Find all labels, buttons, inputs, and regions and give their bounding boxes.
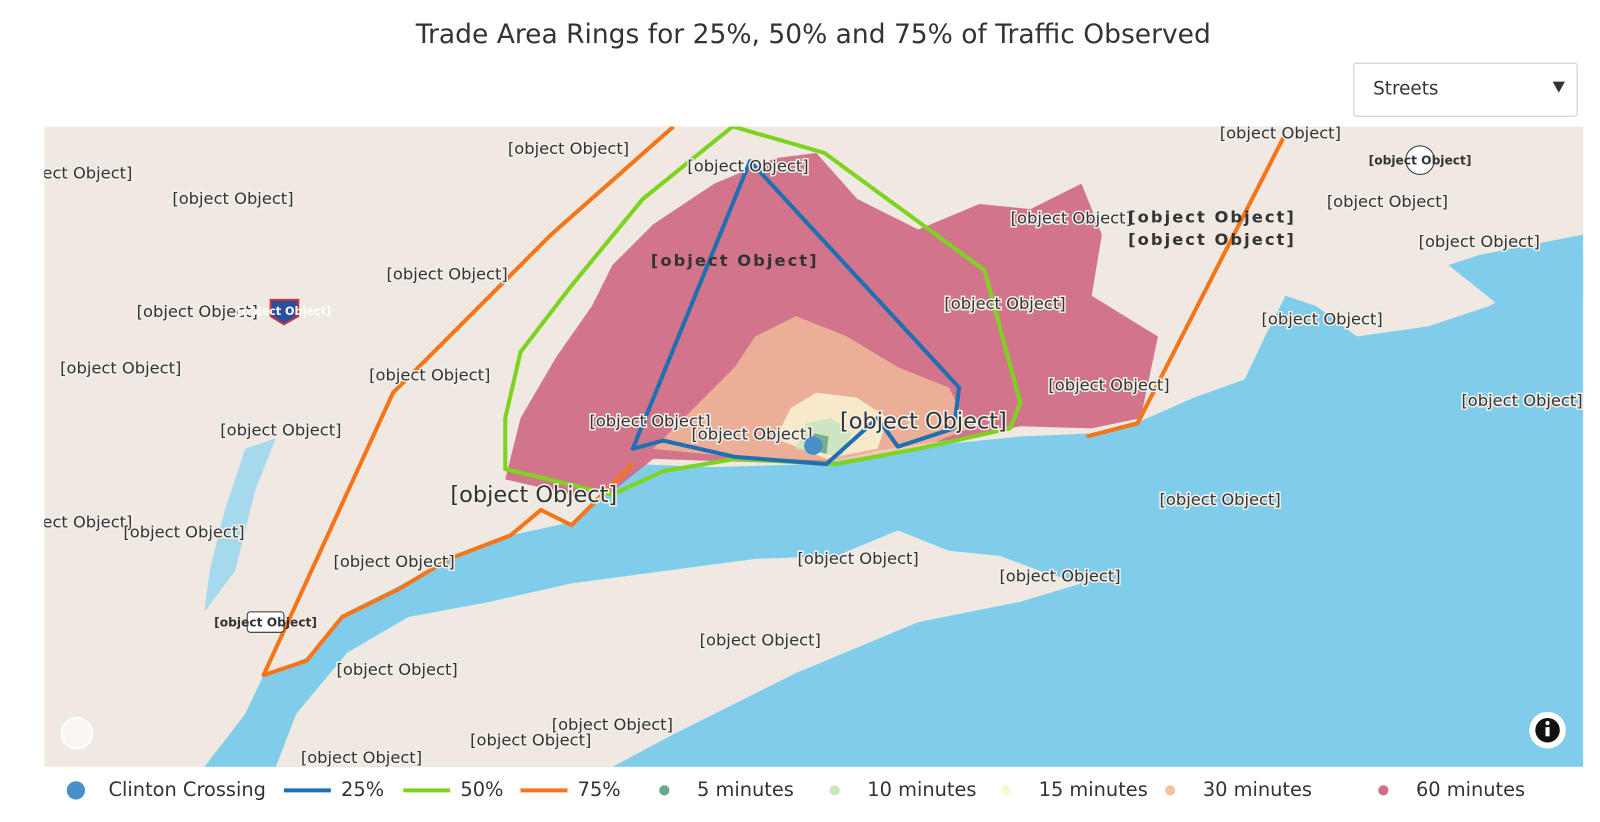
dropdown-box[interactable] xyxy=(1353,62,1578,117)
place-label: [object Object] xyxy=(798,549,919,568)
dropdown-value[interactable]: Streets xyxy=(1373,79,1438,100)
place-label: [object Object] xyxy=(840,408,1007,434)
long-island xyxy=(275,530,1082,767)
place-label: [object Object] xyxy=(1160,490,1281,509)
trade-area-rings xyxy=(261,126,1286,678)
compass-button[interactable] xyxy=(60,716,94,750)
state-label: [object Object] xyxy=(1128,207,1296,226)
map: [object Object] [object Object] [object … xyxy=(11,124,1584,767)
legend-label: 75% xyxy=(578,778,621,801)
dropdown-arrow[interactable] xyxy=(1552,81,1565,93)
place-label: [object Object] xyxy=(1419,232,1540,251)
legend-swatch xyxy=(66,781,86,800)
info-icon-stem xyxy=(1545,727,1550,737)
legend-label: 10 minutes xyxy=(867,778,976,801)
legend-swatch xyxy=(1378,785,1389,796)
legend-label: 25% xyxy=(341,778,384,801)
place-label: [object Object] xyxy=(220,420,341,439)
place-label: [object Object] xyxy=(1461,391,1582,410)
basemap-dropdown[interactable]: Streets xyxy=(1353,62,1578,117)
place-label: [object Object] xyxy=(1220,124,1341,143)
place-label: [object Object] xyxy=(1011,208,1132,227)
legend-swatch xyxy=(1165,785,1176,796)
info-icon-dot xyxy=(1545,721,1550,726)
place-label: [object Object] xyxy=(301,748,422,767)
place-label: [object Object] xyxy=(687,156,808,175)
place-label: [object Object] xyxy=(11,163,132,182)
place-label: [object Object] xyxy=(450,482,617,508)
place-label: [object Object] xyxy=(123,522,244,541)
place-label: [object Object] xyxy=(387,264,508,283)
place-label: [object Object] xyxy=(333,552,454,571)
legend-label: Clinton Crossing xyxy=(109,778,266,801)
place-label: [object Object] xyxy=(700,631,821,650)
place-label: [object Object] xyxy=(337,660,458,679)
legend-label: 30 minutes xyxy=(1203,778,1312,801)
store-marker xyxy=(804,436,823,455)
interstate-shield xyxy=(269,298,300,326)
legend: Clinton Crossing 25% 50% 75% 5 minutes 10 min… xyxy=(66,778,1525,801)
chart-title: Trade Area Rings for 25%, 50% and 75% of… xyxy=(415,19,1211,50)
bay-water xyxy=(1259,234,1584,388)
legend-label: 50% xyxy=(460,778,503,801)
legend-swatch xyxy=(659,785,670,796)
place-label: [object Object] xyxy=(552,715,673,734)
place-label: [object Object] xyxy=(1327,192,1448,211)
route-label: [object Object] xyxy=(237,305,331,318)
place-label: [object Object] xyxy=(999,566,1120,585)
place-label: [object Object] xyxy=(691,425,812,444)
place-label: [object Object] xyxy=(11,512,132,531)
route-shield xyxy=(1405,145,1435,175)
route-label: [object Object] xyxy=(1369,154,1472,168)
ring-50 xyxy=(503,126,1023,497)
place-label: [object Object] xyxy=(172,189,293,208)
legend-swatch xyxy=(1000,785,1012,796)
place-label: [object Object] xyxy=(470,731,591,750)
legend-label: 15 minutes xyxy=(1039,778,1148,801)
state-label: [object Object] xyxy=(651,251,819,270)
place-label: [object Object] xyxy=(1048,376,1169,395)
legend-label: 60 minutes xyxy=(1416,778,1525,801)
hudson-river xyxy=(204,438,276,612)
place-labels: [object Object] [object Object] [object … xyxy=(11,124,1583,767)
route-shield xyxy=(246,611,285,633)
place-label: [object Object] xyxy=(944,294,1065,313)
legend-swatch xyxy=(829,785,840,796)
legend-label: 5 minutes xyxy=(697,778,794,801)
place-label: [object Object] xyxy=(1262,309,1383,328)
place-label: [object Object] xyxy=(137,302,258,321)
ring-25 xyxy=(630,159,962,467)
route-label: [object Object] xyxy=(214,616,317,630)
drive-time-areas xyxy=(505,152,1158,495)
ring-75 xyxy=(261,126,1286,678)
place-label: [object Object] xyxy=(60,358,181,377)
area-60-minutes xyxy=(505,152,1158,495)
state-label: [object Object] xyxy=(1128,230,1296,249)
area-30-minutes xyxy=(653,316,970,461)
place-label: [object Object] xyxy=(369,365,490,384)
place-label: [object Object] xyxy=(589,411,710,430)
store-marker-layer xyxy=(804,436,823,455)
place-label: [object Object] xyxy=(508,139,629,158)
